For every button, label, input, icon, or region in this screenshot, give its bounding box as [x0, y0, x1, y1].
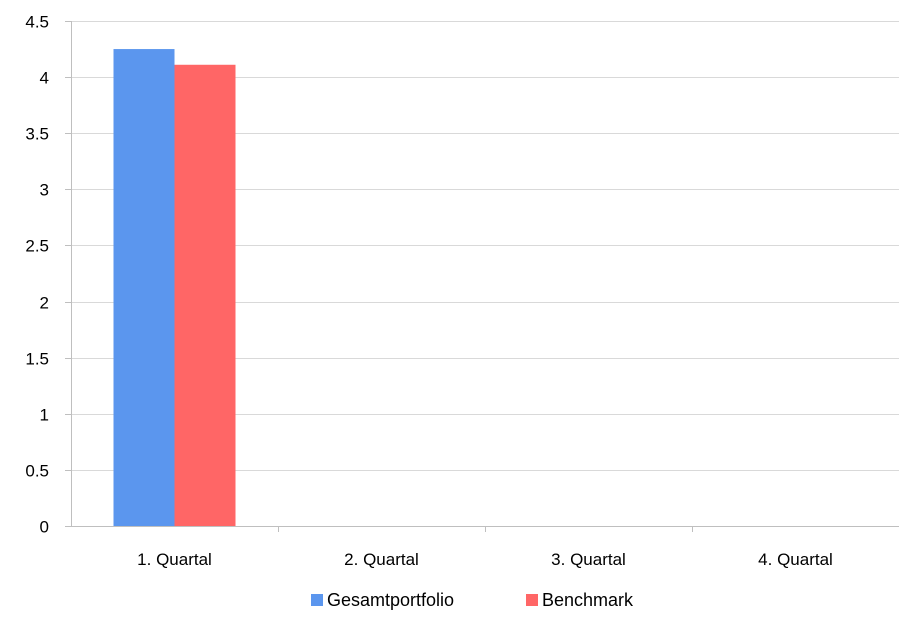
bar-gesamtportfolio-1: [113, 49, 175, 527]
axes: [65, 21, 899, 532]
y-tick-label: 2: [40, 294, 49, 313]
y-axis-tick-labels: 0 0.5 1 1.5 2 2.5 3 3.5 4 4.5: [25, 13, 49, 537]
legend-swatch-gesamtportfolio: [311, 594, 323, 606]
y-tick-label: 3.5: [25, 125, 49, 144]
x-tick-label: 2. Quartal: [344, 550, 419, 569]
y-tick-label: 2.5: [25, 237, 49, 256]
y-tick-label: 1.5: [25, 350, 49, 369]
x-tick-label: 1. Quartal: [137, 550, 212, 569]
y-tick-label: 3: [40, 181, 49, 200]
bar-benchmark-1: [174, 64, 236, 527]
x-tick-label: 3. Quartal: [551, 550, 626, 569]
legend-label-gesamtportfolio: Gesamtportfolio: [327, 590, 454, 610]
legend: Gesamtportfolio Benchmark: [311, 590, 634, 610]
legend-label-benchmark: Benchmark: [542, 590, 634, 610]
y-tick-label: 0.5: [25, 462, 49, 481]
x-axis-tick-labels: 1. Quartal 2. Quartal 3. Quartal 4. Quartal: [137, 550, 833, 569]
y-tick-label: 4.5: [25, 13, 49, 32]
legend-swatch-benchmark: [526, 594, 538, 606]
y-tick-label: 4: [40, 69, 49, 88]
x-tick-label: 4. Quartal: [758, 550, 833, 569]
y-tick-label: 0: [40, 518, 49, 537]
y-tick-label: 1: [40, 406, 49, 425]
bars: [113, 49, 236, 527]
